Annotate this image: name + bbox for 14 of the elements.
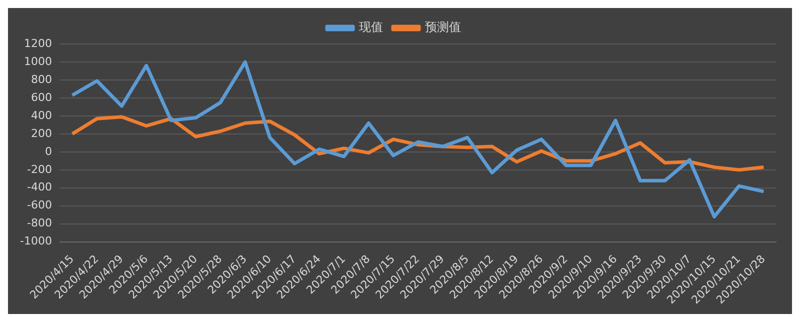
y-tick-label: 400 (30, 108, 52, 122)
y-tick-label: -1000 (20, 234, 52, 248)
legend-label: 现值 (359, 20, 383, 34)
y-tick-label: 600 (30, 90, 52, 104)
y-tick-label: 200 (30, 126, 52, 140)
y-tick-label: -600 (26, 198, 52, 212)
legend-label: 预测值 (425, 20, 461, 34)
y-tick-label: 0 (44, 144, 52, 158)
y-tick-label: 800 (30, 72, 52, 86)
y-tick-label: -200 (26, 162, 52, 176)
y-tick-label: 1000 (24, 54, 52, 68)
y-tick-label: -400 (26, 180, 52, 194)
y-tick-label: 1200 (24, 36, 52, 50)
y-tick-label: -800 (26, 216, 52, 230)
